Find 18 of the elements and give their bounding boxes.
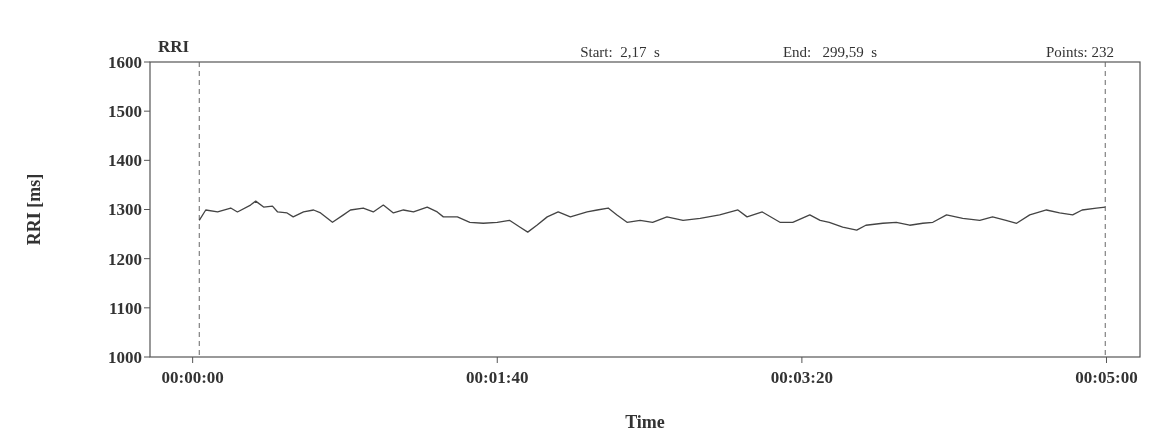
y-tick-label: 1400 bbox=[108, 151, 142, 171]
x-axis-title: Time bbox=[625, 412, 665, 432]
x-tick-label: 00:01:40 bbox=[466, 368, 529, 387]
x-tick-label: 00:03:20 bbox=[770, 368, 834, 387]
chart-title: RRI bbox=[158, 37, 190, 56]
text: Points: 232 bbox=[1046, 44, 1114, 60]
text: Start: 2,17 s bbox=[580, 44, 660, 60]
line-series bbox=[198, 200, 1106, 233]
x-tick-label: 00:00:00 bbox=[161, 368, 224, 387]
y-tick-label: 1200 bbox=[108, 249, 142, 269]
y-tick-label: 1500 bbox=[108, 102, 142, 122]
text: End: 299,59 s bbox=[782, 44, 878, 60]
y-tick-label: 1300 bbox=[108, 200, 142, 220]
y-tick-label: 1000 bbox=[108, 347, 142, 367]
x-tick-label: 00:05:00 bbox=[1075, 368, 1138, 387]
y-axis-title: RRI [ms] bbox=[24, 173, 44, 246]
y-tick-label: 1100 bbox=[108, 298, 142, 318]
y-tick-label: 1600 bbox=[108, 52, 142, 72]
